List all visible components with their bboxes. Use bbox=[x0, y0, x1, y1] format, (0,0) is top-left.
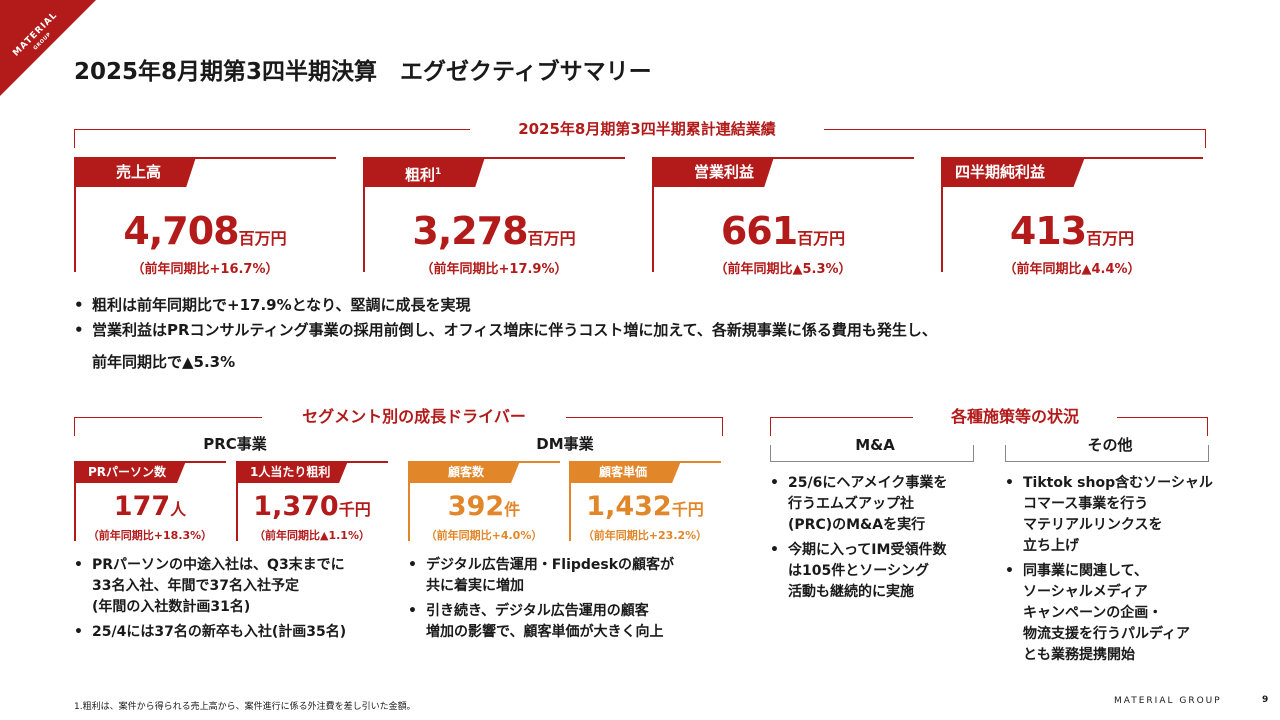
kpi-value: 3,278百万円 bbox=[412, 209, 576, 253]
footnote-marker: 1 bbox=[435, 167, 442, 177]
list-item-continuation: 前年同期比で▲5.3% bbox=[92, 353, 236, 371]
prc-bullets: PRパーソンの中途入社は、Q3末までに 33名入社、年間で37名入社予定 (年間… bbox=[74, 555, 394, 643]
list-item: 粗利は前年同期比で+17.9%となり、堅調に成長を実現 bbox=[74, 293, 1234, 318]
kpi-label: 営業利益 bbox=[652, 157, 774, 187]
seg-value: 1,370千円 bbox=[253, 491, 371, 522]
results-bullets: 粗利は前年同期比で+17.9%となり、堅調に成長を実現 営業利益はPRコンサルテ… bbox=[74, 293, 1234, 343]
seg-value: 177人 bbox=[113, 491, 187, 522]
seg-card-gp-per-person: 1人当たり粗利 1,370千円 （前年同期比▲1.1%） bbox=[236, 461, 388, 542]
kpi-change: （前年同期比+16.7%） bbox=[131, 262, 279, 277]
seg-card-clients: 顧客数 392件 （前年同期比+4.0%） bbox=[408, 461, 560, 542]
page-title: 2025年8月期第3四半期決算 エグゼクティブサマリー bbox=[74, 59, 652, 85]
list-item: デジタル広告運用・Flipdeskの顧客が 共に着実に増加 bbox=[408, 555, 728, 597]
other-divider bbox=[1005, 445, 1209, 462]
list-item: 同事業に関連して、 ソーシャルメディア キャンペーンの企画・ 物流支援を行うパル… bbox=[1005, 561, 1275, 666]
seg-value: 392件 bbox=[447, 491, 521, 522]
kpi-card-gross-profit: 粗利1 3,278百万円 （前年同期比+17.9%） bbox=[363, 157, 625, 277]
segments-heading: セグメント別の成長ドライバー bbox=[262, 407, 566, 427]
ma-divider bbox=[770, 445, 974, 462]
list-item: 今期に入ってIM受領件数 は105件とソーシング 活動も継続的に実施 bbox=[770, 540, 990, 603]
kpi-change: （前年同期比▲4.4%） bbox=[1003, 262, 1141, 277]
footnote: 1.粗利は、案件から得られる売上高から、案件進行に係る外注費を差し引いた金額。 bbox=[74, 702, 416, 712]
seg-change: （前年同期比+4.0%） bbox=[425, 529, 543, 542]
list-item: 25/4には37名の新卒も入社(計画35名) bbox=[74, 622, 394, 643]
kpi-card-operating-profit: 営業利益 661百万円 （前年同期比▲5.3%） bbox=[652, 157, 914, 277]
other-title: その他 bbox=[1087, 436, 1133, 454]
seg-change: （前年同期比+23.2%） bbox=[582, 529, 708, 542]
kpi-change: （前年同期比+17.9%） bbox=[420, 262, 568, 277]
seg-card-unit-price: 顧客単価 1,432千円 （前年同期比+23.2%） bbox=[569, 461, 721, 542]
kpi-label: 四半期純利益 bbox=[941, 157, 1085, 187]
list-item: PRパーソンの中途入社は、Q3末までに 33名入社、年間で37名入社予定 (年間… bbox=[74, 555, 394, 618]
kpi-value: 413百万円 bbox=[1009, 209, 1135, 253]
kpi-card-net-income: 四半期純利益 413百万円 （前年同期比▲4.4%） bbox=[941, 157, 1203, 277]
initiatives-heading: 各種施策等の状況 bbox=[913, 407, 1117, 427]
ma-title: M&A bbox=[855, 436, 895, 454]
seg-change: （前年同期比▲1.1%） bbox=[254, 529, 370, 542]
kpi-value: 4,708百万円 bbox=[123, 209, 287, 253]
dm-bullets: デジタル広告運用・Flipdeskの顧客が 共に着実に増加 引き続き、デジタル広… bbox=[408, 555, 728, 643]
ma-bullets: 25/6にヘアメイク事業を 行うエムズアップ社 (PRC)のM&Aを実行 今期に… bbox=[770, 473, 990, 603]
results-heading: 2025年8月期第3四半期累計連結業績 bbox=[470, 119, 824, 139]
kpi-card-revenue: 売上高 4,708百万円 （前年同期比+16.7%） bbox=[74, 157, 336, 277]
dm-title: DM事業 bbox=[536, 435, 594, 453]
other-bullets: Tiktok shop含むソーシャル コマース事業を行う マテリアルリンクスを … bbox=[1005, 473, 1275, 666]
seg-label: 顧客数 bbox=[408, 461, 520, 483]
seg-change: （前年同期比+18.3%） bbox=[87, 529, 213, 542]
list-item: 25/6にヘアメイク事業を 行うエムズアップ社 (PRC)のM&Aを実行 bbox=[770, 473, 990, 536]
seg-label: 1人当たり粗利 bbox=[236, 461, 348, 483]
list-item: Tiktok shop含むソーシャル コマース事業を行う マテリアルリンクスを … bbox=[1005, 473, 1275, 557]
seg-label: PRパーソン数 bbox=[74, 461, 186, 483]
prc-title: PRC事業 bbox=[203, 435, 267, 453]
list-item: 営業利益はPRコンサルティング事業の採用前倒し、オフィス増床に伴うコスト増に加え… bbox=[74, 318, 1234, 343]
seg-value: 1,432千円 bbox=[586, 491, 704, 522]
kpi-value: 661百万円 bbox=[720, 209, 846, 253]
kpi-label: 売上高 bbox=[74, 157, 196, 187]
page-number: 9 bbox=[1262, 695, 1269, 705]
seg-card-pr-persons: PRパーソン数 177人 （前年同期比+18.3%） bbox=[74, 461, 226, 542]
list-item: 引き続き、デジタル広告運用の顧客 増加の影響で、顧客単価が大きく向上 bbox=[408, 601, 728, 643]
kpi-label: 粗利1 bbox=[363, 157, 485, 187]
kpi-change: （前年同期比▲5.3%） bbox=[714, 262, 852, 277]
seg-label: 顧客単価 bbox=[569, 461, 681, 483]
footer-brand: MATERIAL GROUP bbox=[1114, 696, 1222, 706]
